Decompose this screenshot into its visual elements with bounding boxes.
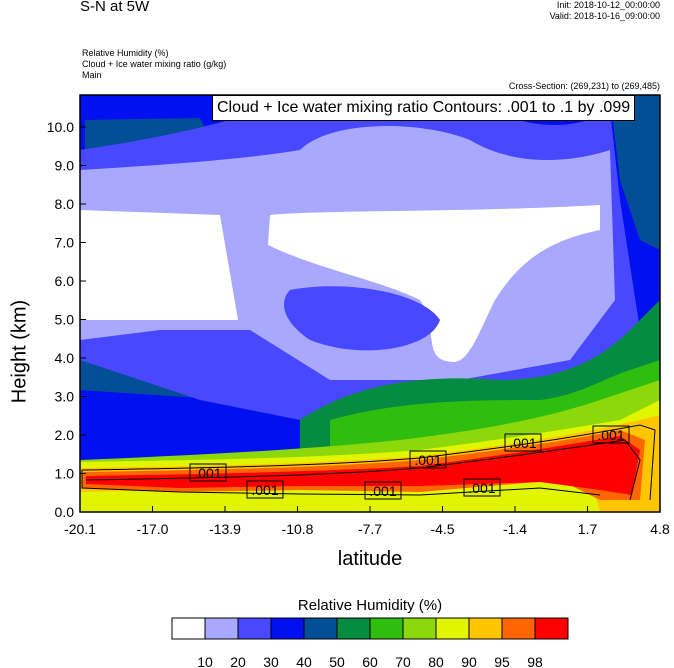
y-tick-label: 9.0 bbox=[55, 158, 75, 174]
y-tick-label: 4.0 bbox=[55, 350, 75, 366]
x-axis-label: latitude bbox=[337, 548, 403, 570]
x-tick-label: -20.1 bbox=[64, 521, 96, 537]
contour-label: .001 bbox=[597, 427, 624, 443]
y-tick-label: 8.0 bbox=[55, 196, 75, 212]
contour-line bbox=[81, 470, 601, 496]
y-tick-label: 5.0 bbox=[55, 312, 75, 328]
colorbar-swatch bbox=[402, 617, 437, 640]
colorbar-swatch bbox=[270, 617, 305, 640]
contour-title: Cloud + Ice water mixing ratio Contours:… bbox=[212, 95, 636, 121]
field-label-cloud: Cloud + Ice water mixing ratio (g/kg) bbox=[82, 59, 227, 69]
rh-region-30 bbox=[284, 286, 440, 351]
colorbar-label: 98 bbox=[527, 654, 543, 668]
colorbar-label: 95 bbox=[494, 654, 510, 668]
valid-time: Valid: 2018-10-16_09:00:00 bbox=[549, 11, 660, 21]
colorbar-label: 30 bbox=[263, 654, 279, 668]
contour-label-box bbox=[246, 480, 284, 499]
colorbar-title: Relative Humidity (%) bbox=[297, 597, 443, 614]
rh-region-max bbox=[86, 436, 640, 495]
init-time: Init: 2018-10-12_00:00:00 bbox=[556, 0, 660, 10]
y-tick-label: 7.0 bbox=[55, 235, 75, 251]
y-tick-label: 6.0 bbox=[55, 273, 75, 289]
colorbar-swatch bbox=[369, 617, 404, 640]
colorbar-label: 50 bbox=[329, 654, 345, 668]
x-tick-label: 4.8 bbox=[650, 521, 670, 537]
y-tick-label: 0.0 bbox=[55, 504, 75, 520]
colorbar-swatch bbox=[171, 617, 206, 640]
field-label-main: Main bbox=[82, 70, 102, 80]
x-tick-label: -4.5 bbox=[430, 521, 454, 537]
contour-label-box bbox=[463, 478, 501, 497]
rh-region-50 bbox=[610, 95, 660, 250]
colorbar-swatch bbox=[237, 617, 272, 640]
colorbar-label: 70 bbox=[395, 654, 411, 668]
colorbar-label: 60 bbox=[362, 654, 378, 668]
contour-label: .001 bbox=[194, 465, 221, 481]
colorbar-swatch bbox=[204, 617, 239, 640]
y-tick-label: 1.0 bbox=[55, 466, 75, 482]
x-tick-label: 1.7 bbox=[578, 521, 598, 537]
rh-region-10 bbox=[80, 210, 238, 320]
contour-label: .001 bbox=[414, 452, 441, 468]
x-tick-label: -17.0 bbox=[137, 521, 169, 537]
contour-label: .001 bbox=[468, 480, 495, 496]
x-tick-label: -1.4 bbox=[503, 521, 527, 537]
contour-label-box bbox=[409, 450, 447, 469]
y-tick-label: 3.0 bbox=[55, 389, 75, 405]
x-tick-label: -7.7 bbox=[358, 521, 382, 537]
contour-label: .001 bbox=[369, 483, 396, 499]
contour-label-box bbox=[504, 433, 542, 452]
contour-label: .001 bbox=[509, 435, 536, 451]
rh-region-10 bbox=[268, 205, 600, 362]
y-tick-label: 2.0 bbox=[55, 427, 75, 443]
contour-label-box bbox=[364, 481, 402, 500]
x-tick-label: -10.8 bbox=[282, 521, 314, 537]
colorbar-label: 40 bbox=[296, 654, 312, 668]
colorbar-swatch bbox=[303, 617, 338, 640]
rh-field bbox=[80, 95, 660, 512]
field-label-rh: Relative Humidity (%) bbox=[82, 48, 169, 58]
y-axis-label: Height (km) bbox=[8, 299, 31, 404]
colorbar-label: 10 bbox=[197, 654, 213, 668]
x-tick-label: -13.9 bbox=[209, 521, 241, 537]
colorbar-swatch bbox=[336, 617, 371, 640]
colorbar-swatch bbox=[435, 617, 470, 640]
contour-label-box bbox=[189, 463, 227, 482]
contour-label: .001 bbox=[251, 482, 278, 498]
chart-title: S-N at 5W bbox=[80, 0, 150, 15]
colorbar-label: 90 bbox=[461, 654, 477, 668]
colorbar-label: 80 bbox=[428, 654, 444, 668]
colorbar-swatch bbox=[534, 617, 569, 640]
contour-line bbox=[81, 424, 656, 501]
colorbar-label: 20 bbox=[230, 654, 246, 668]
colorbar-swatch bbox=[501, 617, 536, 640]
colorbar-swatch bbox=[468, 617, 503, 640]
y-tick-label: 10.0 bbox=[47, 119, 74, 135]
contour-label-box bbox=[592, 425, 630, 444]
cross-section-label: Cross-Section: (269,231) to (269,485) bbox=[508, 81, 660, 91]
